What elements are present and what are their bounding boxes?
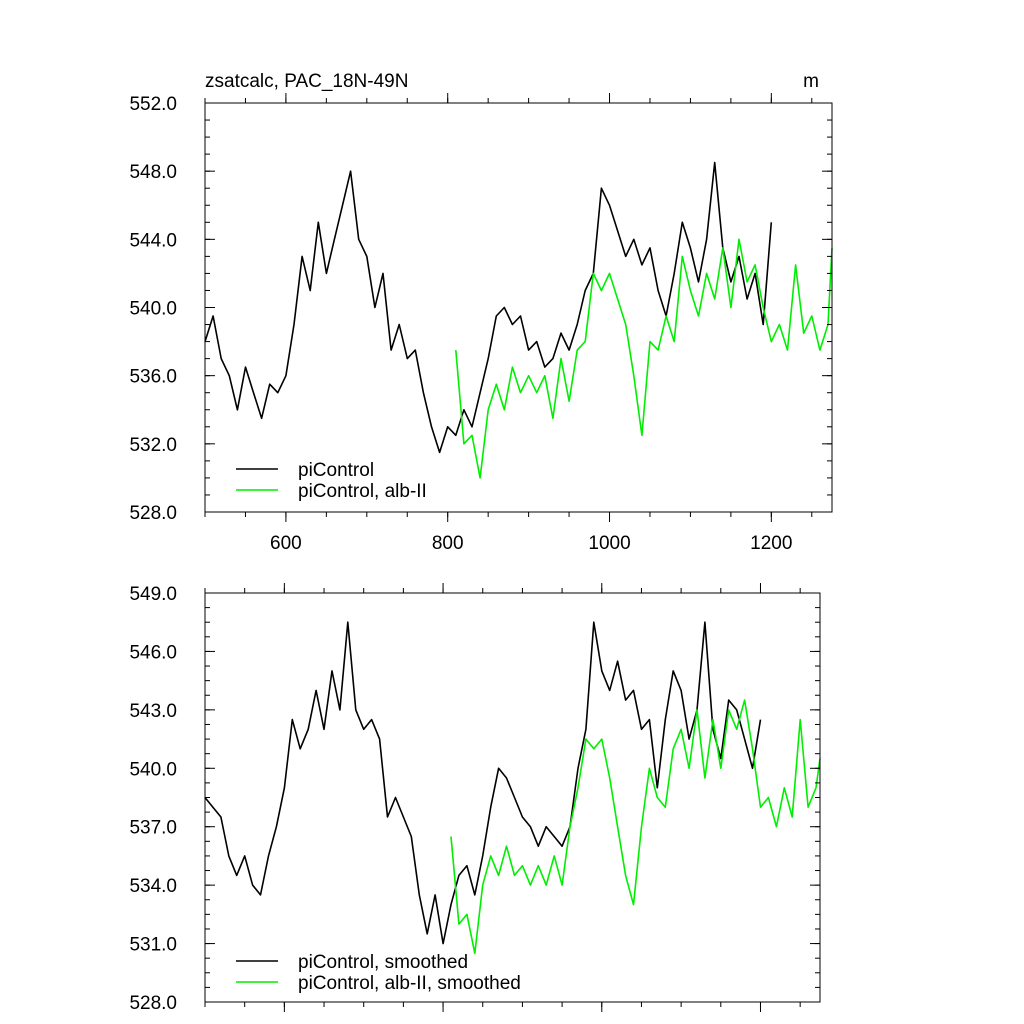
legend: piControl, smoothed piControl, alb-II, s… (236, 952, 521, 994)
legend-label-alb: piControl, alb-II (298, 481, 427, 502)
legend: piControl piControl, alb-II (236, 460, 427, 502)
x-tick-label: 1000 (588, 533, 630, 554)
y-tick-label: 540.0 (129, 759, 177, 780)
y-tick-label: 528.0 (129, 503, 177, 524)
legend-label-picontrol-smoothed: piControl, smoothed (298, 952, 468, 973)
bottom-panel: 528.0 531.0 534.0 537.0 540.0 543.0 546.0 549.0… (129, 583, 821, 1014)
plot-frame (204, 102, 833, 513)
plot-frame (204, 592, 821, 1003)
legend-label-alb-smoothed: piControl, alb-II, smoothed (298, 973, 521, 994)
series-group (204, 621, 821, 955)
y-tick-label: 531.0 (129, 935, 177, 956)
legend-label-picontrol: piControl (298, 460, 374, 481)
y-tick-label: 540.0 (129, 299, 177, 320)
y-tick-label: 537.0 (129, 818, 177, 839)
y-tick-label: 552.0 (129, 94, 177, 115)
units-label: m (803, 71, 819, 92)
y-tick-label: 536.0 (129, 367, 177, 388)
y-tick-label: 544.0 (129, 230, 177, 251)
chart-title: zsatcalc, PAC_18N-49N (205, 71, 408, 92)
y-tick-label: 543.0 (129, 701, 177, 722)
top-panel: zsatcalc, PAC_18N-49N m 528.0532.0536.05… (129, 71, 833, 554)
y-tick-label: 534.0 (129, 876, 177, 897)
series-line-0 (204, 161, 773, 454)
x-tick-label: 800 (432, 533, 464, 554)
y-tick-label: 528.0 (129, 993, 177, 1014)
x-tick-label: 600 (270, 533, 302, 554)
series-line-1 (450, 699, 821, 955)
series-line-0 (204, 621, 762, 945)
series-group (204, 161, 833, 479)
y-tick-label: 546.0 (129, 642, 177, 663)
series-line-1 (455, 238, 833, 479)
x-tick-label: 1200 (750, 533, 792, 554)
y-tick-label: 532.0 (129, 435, 177, 456)
ticks-group: 528.0 532.0 536.0 540.0 544.0 548.0 552.0 600 80… (129, 93, 832, 554)
y-tick-label: 548.0 (129, 162, 177, 183)
y-tick-label: 549.0 (129, 584, 177, 605)
